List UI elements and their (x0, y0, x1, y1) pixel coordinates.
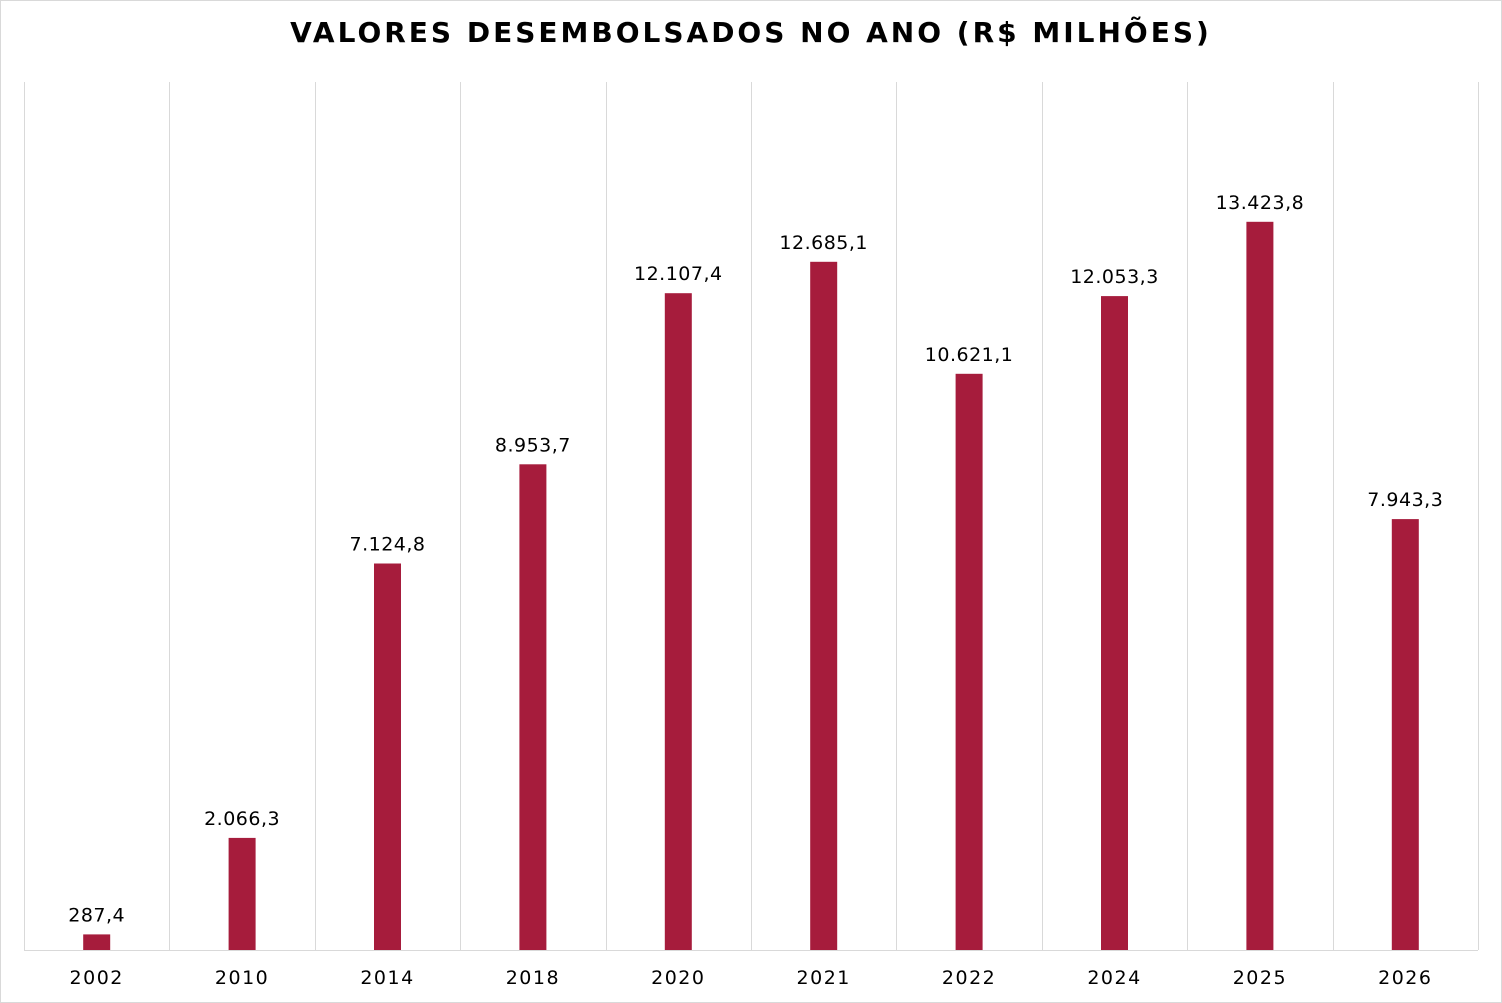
data-label-2025: 13.423,8 (1216, 192, 1305, 214)
x-axis-tick-labels: 2002 2010 2014 2018 2020 2021 2022 2024 2025 2026 (70, 967, 1432, 989)
chart-title: VALORES DESEMBOLSADOS NO ANO (R$ MILHÕES… (290, 16, 1212, 49)
data-label-2018: 8.953,7 (495, 434, 571, 456)
bar-2024 (1101, 296, 1128, 951)
data-label-2026: 7.943,3 (1367, 489, 1443, 511)
data-label-2002: 287,4 (68, 904, 125, 926)
x-tick-label-2002: 2002 (70, 967, 124, 989)
data-label-2010: 2.066,3 (204, 808, 280, 830)
bar-2002 (83, 934, 111, 950)
data-label-2022: 10.621,1 (925, 344, 1014, 366)
bar-2022 (955, 373, 983, 950)
bar-2021 (810, 261, 838, 950)
x-tick-label-2018: 2018 (506, 967, 560, 989)
bar-2010 (228, 837, 256, 950)
x-tick-label-2020: 2020 (651, 967, 705, 989)
data-label-2014: 7.124,8 (349, 534, 425, 556)
vertical-gridlines (24, 82, 1479, 950)
data-label-2020: 12.107,4 (634, 263, 723, 285)
x-tick-label-2021: 2021 (797, 967, 851, 989)
x-tick-label-2024: 2024 (1087, 967, 1141, 989)
x-tick-label-2025: 2025 (1233, 967, 1287, 989)
bar-series (83, 221, 1419, 951)
x-tick-label-2014: 2014 (360, 967, 414, 989)
bar-2020 (664, 293, 692, 950)
bar-2025 (1246, 221, 1274, 951)
bar-2026 (1391, 519, 1419, 950)
data-labels: 287,4 2.066,3 7.124,8 8.953,7 12.107,4 12.685… (68, 192, 1443, 927)
x-tick-label-2026: 2026 (1378, 967, 1432, 989)
data-label-2021: 12.685,1 (779, 232, 868, 254)
x-tick-label-2022: 2022 (942, 967, 996, 989)
data-label-2024: 12.053,3 (1070, 266, 1159, 288)
bar-2014 (374, 563, 401, 950)
x-tick-label-2010: 2010 (215, 967, 269, 989)
bar-2018 (519, 464, 547, 950)
